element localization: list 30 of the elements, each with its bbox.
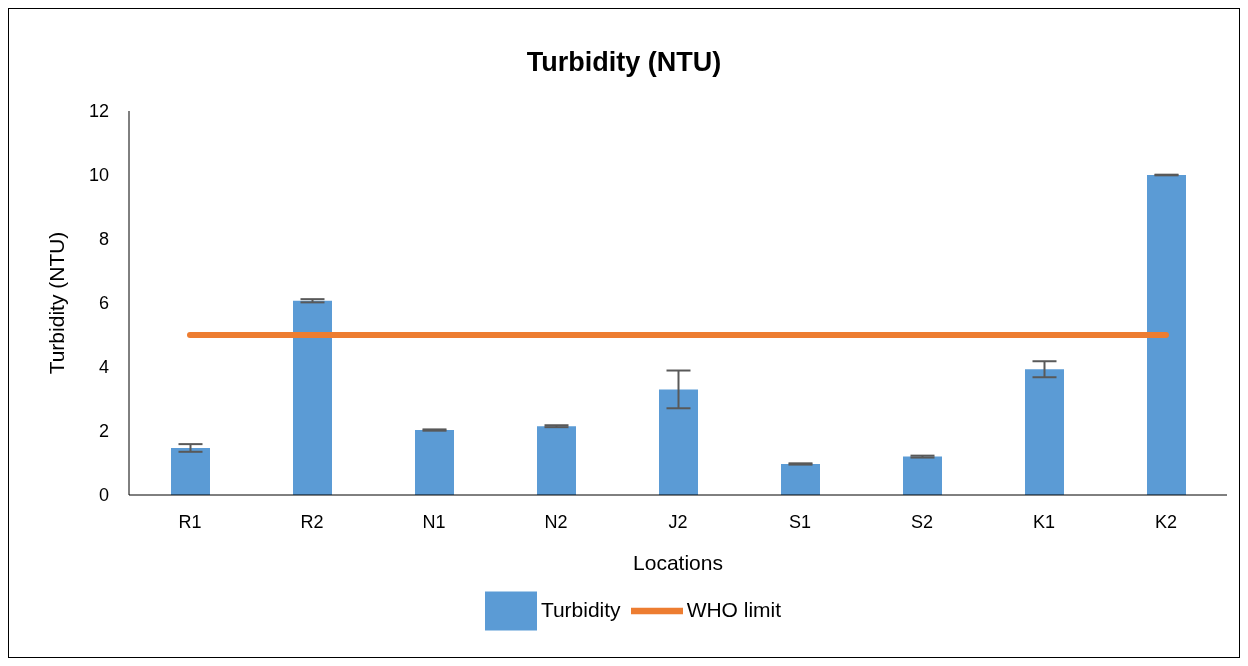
y-tick-label: 4 xyxy=(98,357,109,378)
bar xyxy=(659,389,698,495)
y-axis-title: Turbidity (NTU) xyxy=(45,231,69,375)
x-tick-label: R2 xyxy=(300,511,324,532)
bar xyxy=(903,456,942,495)
x-tick-label: S1 xyxy=(788,511,812,532)
legend-label: Turbidity xyxy=(540,597,621,621)
legend-label: WHO limit xyxy=(686,597,782,621)
chart-title: Turbidity (NTU) xyxy=(525,47,723,78)
bar xyxy=(1147,175,1186,495)
bar xyxy=(415,430,454,495)
y-tick-label: 10 xyxy=(88,165,109,186)
y-tick-label: 0 xyxy=(98,485,109,506)
y-tick-label: 6 xyxy=(98,293,109,314)
x-tick-label: S2 xyxy=(910,511,934,532)
bar xyxy=(537,426,576,495)
x-tick-label: R1 xyxy=(178,511,202,532)
x-tick-label: N1 xyxy=(422,511,446,532)
x-tick-label: N2 xyxy=(544,511,568,532)
x-tick-label: J2 xyxy=(668,511,688,532)
y-tick-label: 8 xyxy=(98,229,109,250)
bar xyxy=(781,463,820,495)
bar xyxy=(1025,369,1064,495)
bar xyxy=(171,447,210,495)
x-tick-label: K2 xyxy=(1154,511,1178,532)
x-axis-title: Locations xyxy=(633,551,723,574)
y-tick-label: 12 xyxy=(88,101,109,122)
y-tick-label: 2 xyxy=(98,421,109,442)
x-tick-label: K1 xyxy=(1032,511,1056,532)
bar xyxy=(293,300,332,495)
